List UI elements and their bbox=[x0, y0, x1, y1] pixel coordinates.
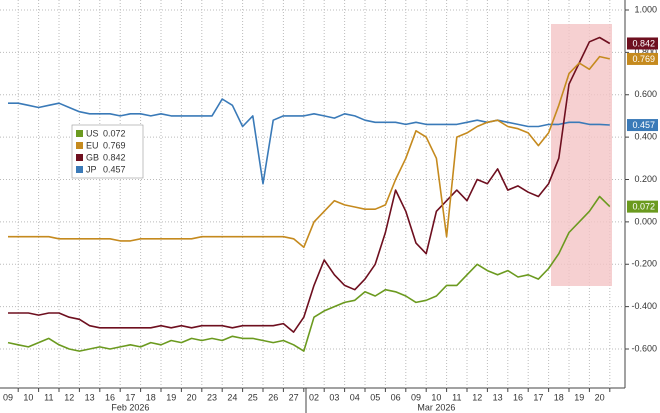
month-label: Feb 2026 bbox=[111, 402, 149, 412]
x-tick-label: 11 bbox=[44, 392, 53, 402]
x-tick-label: 18 bbox=[146, 392, 156, 402]
x-tick-label: 20 bbox=[595, 392, 605, 402]
x-tick-label: 11 bbox=[452, 392, 461, 402]
y-tick-label: 0.800 bbox=[634, 47, 657, 57]
x-tick-label: 03 bbox=[329, 392, 339, 402]
x-tick-label: 06 bbox=[391, 392, 401, 402]
legend-swatch bbox=[76, 154, 83, 161]
x-tick-label: 02 bbox=[309, 392, 319, 402]
value-tag-label: 0.769 bbox=[632, 54, 655, 64]
y-tick-label: 0.000 bbox=[634, 216, 657, 226]
x-tick-label: 18 bbox=[554, 392, 564, 402]
legend-value: 0.842 bbox=[103, 152, 126, 162]
series-line bbox=[7, 195, 611, 352]
legend: US 0.072 EU 0.769 GB 0.842 JP 0.457 bbox=[71, 124, 144, 179]
x-tick-label: 23 bbox=[207, 392, 217, 402]
x-tick-label: 27 bbox=[289, 392, 299, 402]
legend-label: US bbox=[86, 128, 99, 138]
x-tick-label: 10 bbox=[431, 392, 441, 402]
legend-swatch bbox=[76, 142, 83, 149]
series-line bbox=[8, 55, 610, 249]
x-tick-label: 24 bbox=[227, 392, 237, 402]
x-tick-label: 09 bbox=[3, 392, 13, 402]
value-tag-label: 0.457 bbox=[632, 120, 655, 130]
legend-swatch bbox=[76, 130, 83, 137]
x-tick-label: 17 bbox=[533, 392, 543, 402]
x-tick-label: 12 bbox=[64, 392, 74, 402]
series-line bbox=[8, 36, 611, 333]
x-tick-label: 10 bbox=[23, 392, 33, 402]
series-line bbox=[8, 98, 610, 185]
value-tag bbox=[627, 52, 658, 65]
y-tick-label: -0.200 bbox=[631, 259, 657, 269]
y-tick-label: 0.400 bbox=[634, 132, 657, 142]
x-tick-label: 16 bbox=[105, 392, 115, 402]
x-tick-label: 05 bbox=[370, 392, 380, 402]
value-tag bbox=[627, 37, 658, 50]
value-tag-label: 0.842 bbox=[632, 38, 655, 48]
x-tick-label: 13 bbox=[85, 392, 95, 402]
y-tick-label: -0.600 bbox=[631, 343, 657, 353]
x-tick-label: 12 bbox=[472, 392, 482, 402]
legend-label: EU bbox=[86, 140, 99, 150]
y-tick-label: 1.000 bbox=[634, 4, 657, 14]
y-tick-label: -0.400 bbox=[631, 301, 657, 311]
x-tick-label: 20 bbox=[187, 392, 197, 402]
legend-swatch bbox=[76, 166, 83, 173]
value-tag bbox=[627, 119, 658, 132]
x-tick-label: 16 bbox=[513, 392, 523, 402]
y-tick-label: 0.200 bbox=[634, 174, 657, 184]
x-tick-label: 19 bbox=[574, 392, 584, 402]
value-tag bbox=[627, 200, 658, 213]
x-tick-label: 13 bbox=[493, 392, 503, 402]
highlight-box bbox=[551, 24, 612, 286]
legend-value: 0.072 bbox=[103, 128, 126, 138]
legend-label: JP bbox=[86, 164, 97, 174]
x-tick-label: 04 bbox=[350, 392, 360, 402]
x-tick-label: 25 bbox=[248, 392, 258, 402]
x-tick-label: 26 bbox=[268, 392, 278, 402]
x-tick-label: 09 bbox=[411, 392, 421, 402]
legend-value: 0.769 bbox=[103, 140, 126, 150]
legend-label: GB bbox=[86, 152, 99, 162]
month-label: Mar 2026 bbox=[417, 402, 455, 412]
value-tag-label: 0.072 bbox=[632, 201, 655, 211]
y-tick-label: 0.600 bbox=[634, 89, 657, 99]
legend-box bbox=[71, 124, 144, 179]
x-tick-label: 19 bbox=[166, 392, 176, 402]
x-tick-label: 17 bbox=[125, 392, 135, 402]
legend-value: 0.457 bbox=[103, 164, 126, 174]
